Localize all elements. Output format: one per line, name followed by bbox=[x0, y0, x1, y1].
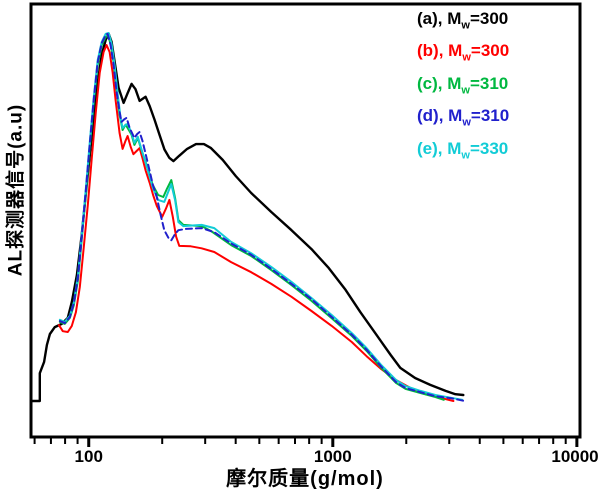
legend-item-c: (c), Mw=310 bbox=[417, 73, 509, 97]
x-axis-label: 摩尔质量(g/mol) bbox=[226, 468, 384, 490]
legend-item-d: (d), Mw=310 bbox=[417, 106, 510, 129]
series-a-curve bbox=[30, 32, 465, 403]
x-tick-label: 100 bbox=[75, 447, 103, 466]
series-d-curve bbox=[58, 32, 466, 402]
legend: (a), Mw=300 (b), Mw=300 (c), Mw=310 (d), Mw… bbox=[417, 6, 509, 168]
legend-item-e: (e), Mw=330 bbox=[417, 138, 509, 161]
plot-frame bbox=[29, 2, 582, 439]
series-e-curve bbox=[58, 32, 464, 401]
y-axis-label: AL探测器信号(a.u) bbox=[5, 103, 27, 277]
x-tick-label: 1000 bbox=[314, 447, 352, 466]
series-b-curve bbox=[57, 44, 455, 402]
legend-item-b: (b), Mw=300 bbox=[417, 41, 510, 64]
x-tick-label: 10000 bbox=[551, 447, 598, 466]
legend-item-a: (a), Mw=300 bbox=[417, 9, 509, 32]
